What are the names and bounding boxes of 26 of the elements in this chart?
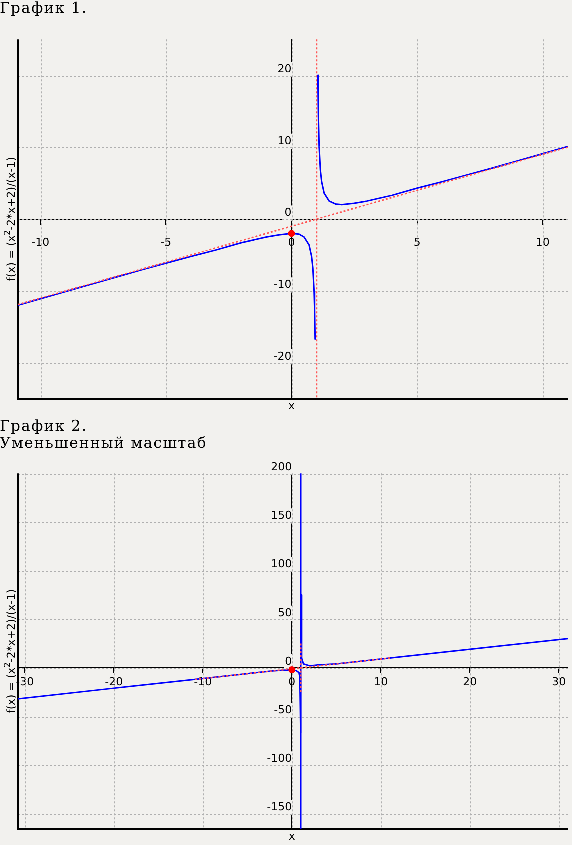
y-axis-title: f(x) = (x2-2*x+2)/(x-1) [3, 157, 18, 282]
x-tick-label: 10 [374, 675, 388, 688]
y-tick-label: -10 [274, 278, 292, 292]
x-tick-label: 20 [463, 675, 478, 688]
chart-title: График 2. [0, 417, 88, 435]
y-axis-title: f(x) = (x2-2*x+2)/(x-1) [3, 589, 18, 714]
y-tick-label: 0 [284, 206, 292, 220]
y-tick-label: -20 [274, 350, 292, 363]
y-tick-label: 0 [285, 654, 292, 668]
y-tick-label: 10 [278, 134, 292, 148]
y-tick-label: 100 [271, 558, 292, 571]
y-tick-label: -50 [274, 703, 292, 716]
x-tick-label: 30 [552, 675, 566, 688]
y-tick-label: 150 [271, 509, 292, 522]
chart-title: График 1. [0, 0, 88, 17]
x-tick-label: 10 [536, 236, 550, 249]
y-tick-label: 50 [278, 606, 292, 620]
x-axis-title: x [288, 830, 296, 843]
chart-subtitle: Уменьшенный масштаб [0, 434, 208, 452]
y-tick-label: -100 [267, 752, 292, 766]
y-tick-label: -150 [267, 800, 292, 814]
y-tick-label: 20 [278, 62, 292, 76]
x-tick-label: -20 [105, 675, 124, 688]
x-axis-title: x [288, 399, 296, 412]
y-tick-label: 200 [271, 460, 292, 474]
x-tick-label: -10 [32, 236, 50, 249]
